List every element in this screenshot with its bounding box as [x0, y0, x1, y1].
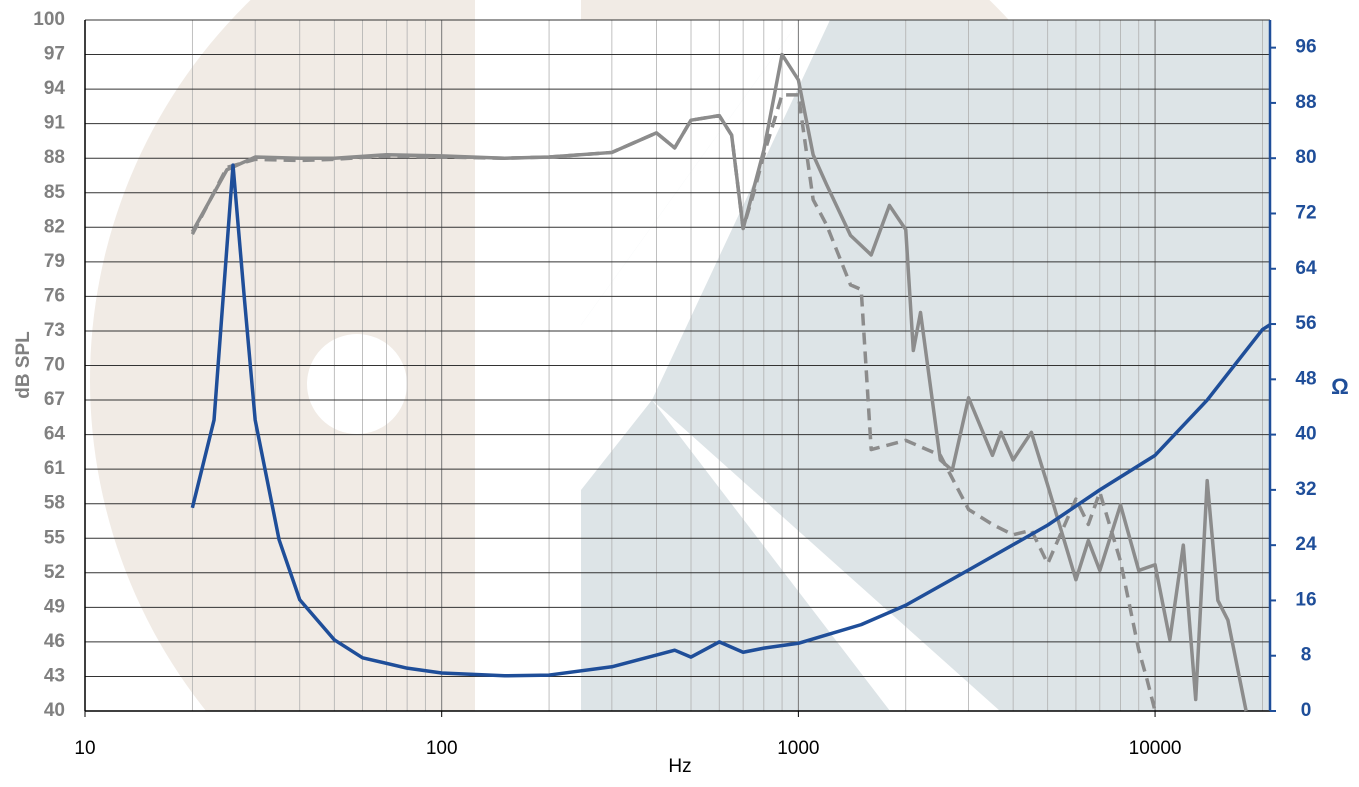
y2-tick-label: 88	[1295, 92, 1316, 113]
y-tick-label: 79	[44, 251, 65, 272]
y2-tick-label: 64	[1295, 258, 1317, 279]
y-tick-label: 94	[44, 78, 66, 99]
y-tick-label: 82	[44, 216, 65, 237]
y-tick-label: 67	[44, 389, 65, 410]
x-tick-label: 1000	[777, 738, 819, 759]
y-axis-title: dB SPL	[13, 331, 34, 399]
y2-tick-label: 72	[1295, 202, 1316, 223]
series-line	[190, 93, 1157, 712]
series-line	[190, 163, 1271, 678]
y-tick-label: 55	[44, 527, 66, 548]
x-axis-title: Hz	[668, 756, 691, 777]
y-tick-label: 64	[44, 424, 66, 445]
y-tick-label: 49	[44, 596, 65, 617]
y-tick-label: 73	[44, 320, 65, 341]
y-tick-label: 97	[44, 44, 65, 65]
y2-axis-title: Ω	[1331, 374, 1349, 399]
y2-tick-label: 48	[1295, 368, 1316, 389]
y-tick-label: 100	[33, 9, 65, 30]
y2-tick-label: 40	[1295, 424, 1316, 445]
y2-tick-label: 0	[1301, 700, 1312, 721]
y-tick-label: 61	[44, 458, 66, 479]
x-tick-label: 10	[74, 738, 95, 759]
y2-tick-label: 24	[1295, 534, 1317, 555]
y2-tick-label: 8	[1301, 645, 1312, 666]
y-tick-label: 40	[44, 700, 65, 721]
y-tick-label: 70	[44, 355, 65, 376]
y-tick-label: 58	[44, 493, 65, 514]
x-tick-label: 10000	[1129, 738, 1182, 759]
y-tick-label: 85	[44, 182, 66, 203]
y2-tick-label: 16	[1295, 589, 1316, 610]
y-tick-label: 76	[44, 285, 65, 306]
y-tick-label: 43	[44, 665, 65, 686]
y-tick-label: 46	[44, 631, 65, 652]
x-tick-label: 100	[426, 738, 458, 759]
y2-tick-label: 80	[1295, 147, 1316, 168]
y-tick-label: 52	[44, 562, 65, 583]
y-tick-label: 88	[44, 147, 65, 168]
y2-tick-label: 96	[1295, 37, 1316, 58]
y2-tick-label: 32	[1295, 479, 1316, 500]
y-tick-label: 91	[44, 113, 66, 134]
y2-tick-label: 56	[1295, 313, 1316, 334]
